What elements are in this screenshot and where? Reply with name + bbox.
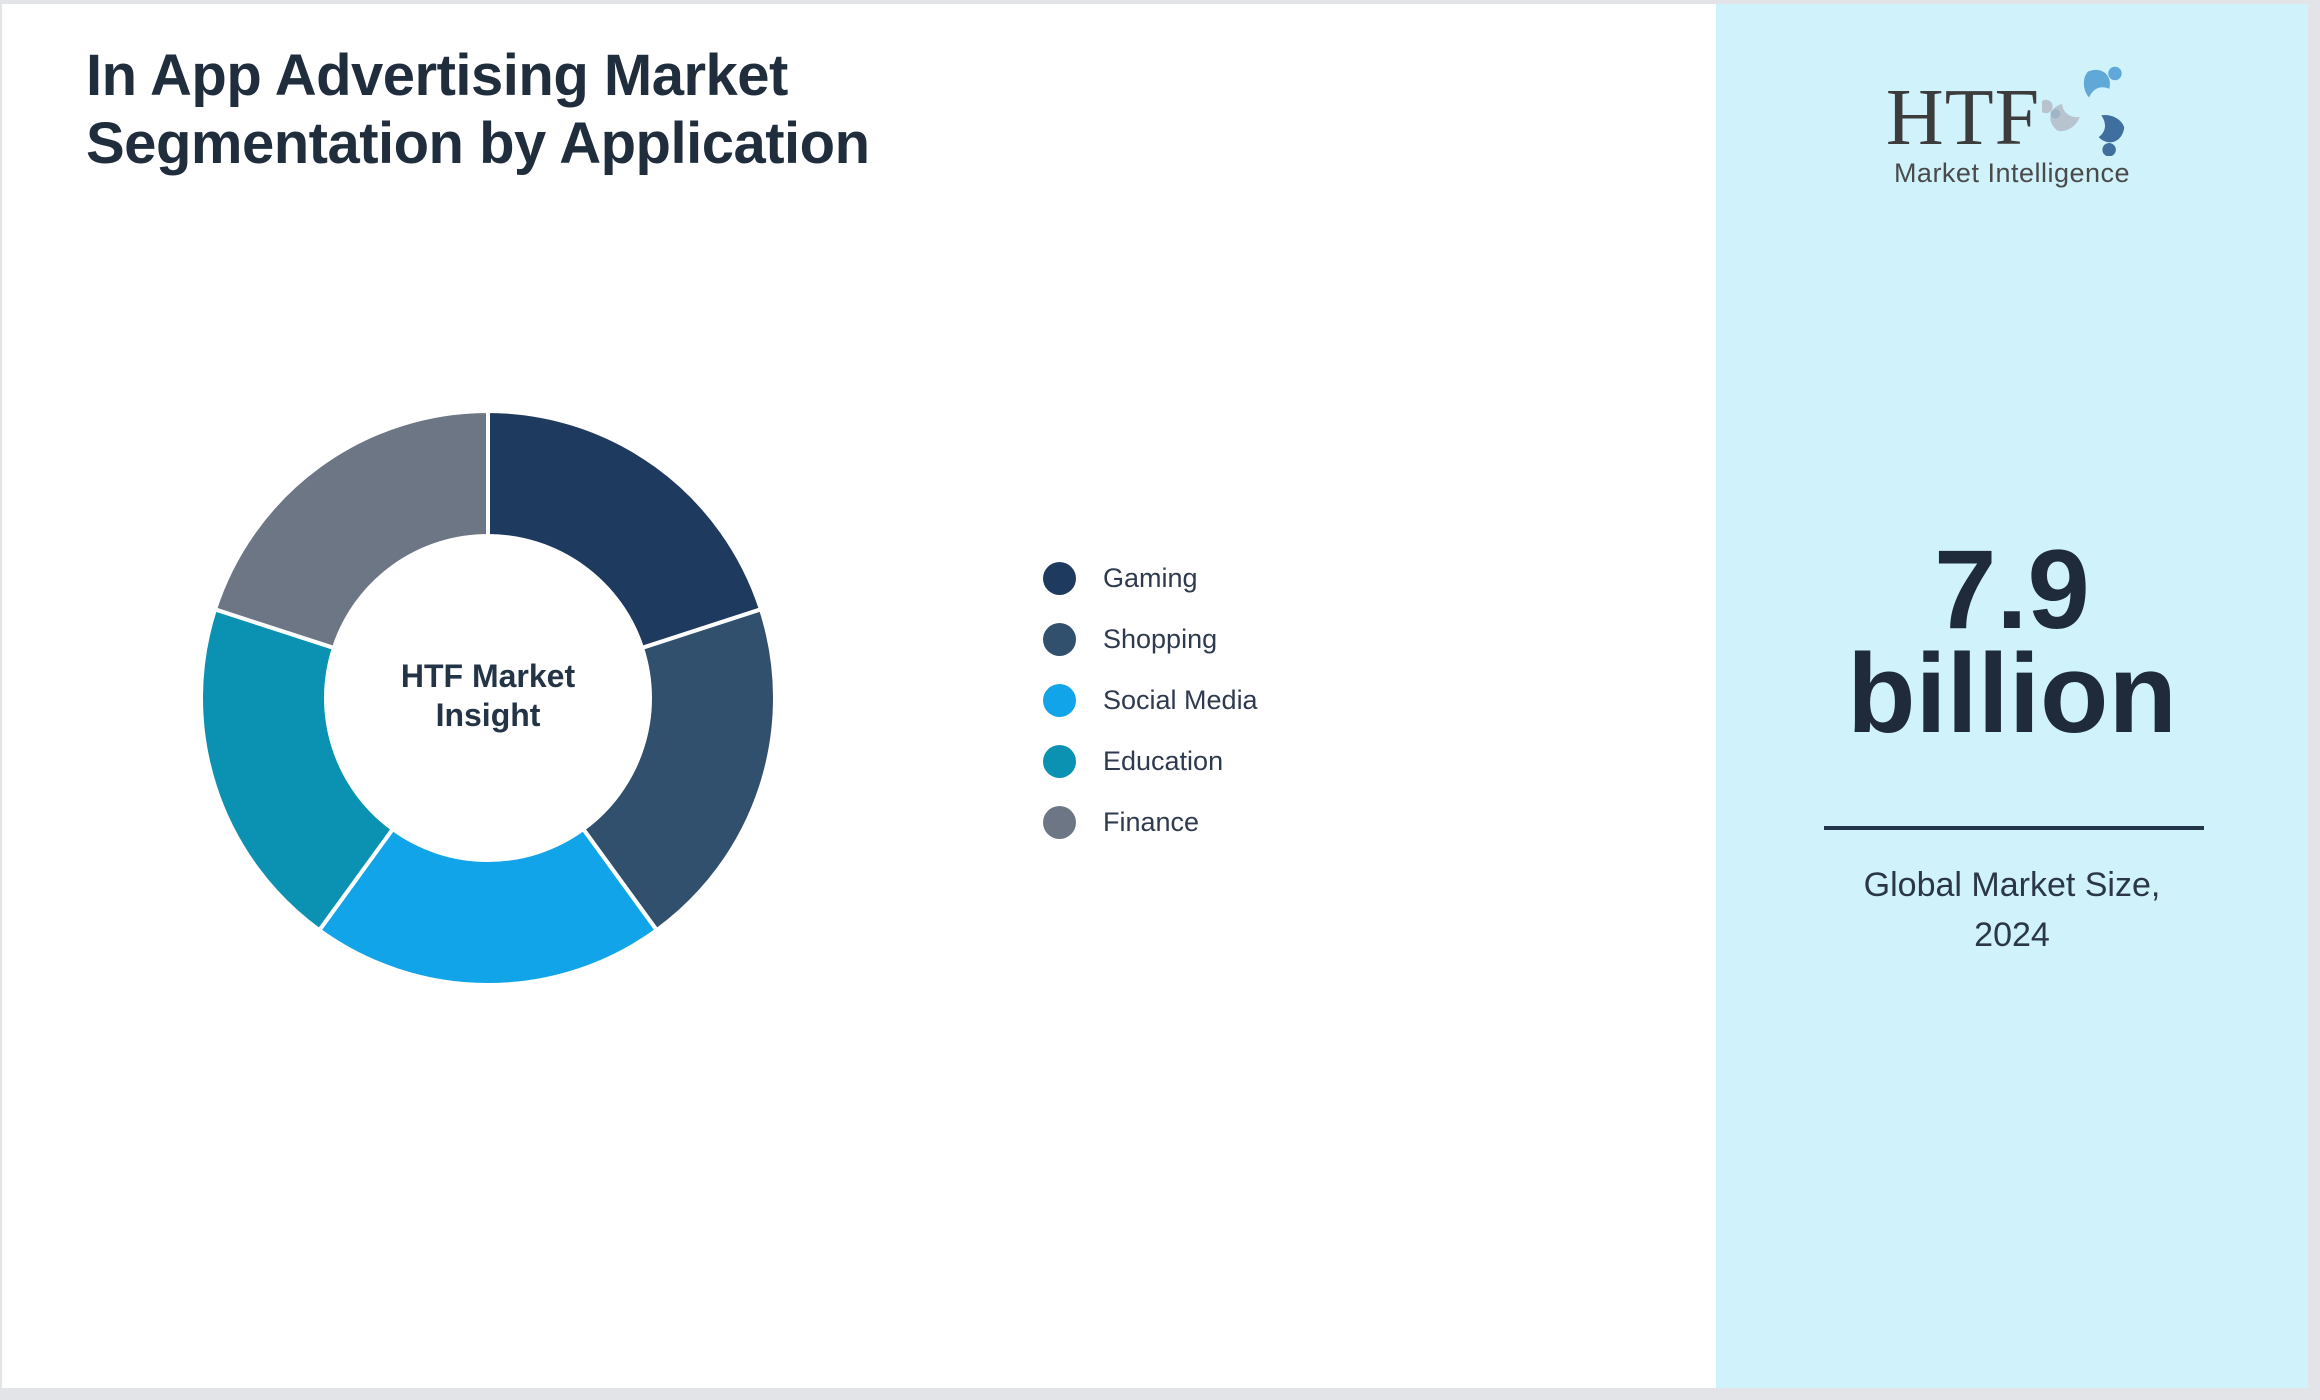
- market-size-value: 7.9 billion: [1716, 534, 2308, 750]
- market-size-caption-line2: 2024: [1974, 916, 2050, 954]
- report-card: In App Advertising Market Segmentation b…: [2, 4, 2308, 1388]
- donut-center-label-line1: HTF Market: [400, 658, 576, 694]
- legend-item-education: Education: [1043, 745, 1258, 778]
- legend-label: Education: [1103, 746, 1224, 776]
- legend-color-dot: [1043, 562, 1076, 595]
- legend-color-dot: [1043, 623, 1076, 656]
- chart-legend: Gaming Shopping Social Media Education Finan…: [1043, 562, 1258, 839]
- legend-item-finance: Finance: [1043, 806, 1258, 839]
- legend-label: Shopping: [1103, 624, 1218, 654]
- legend-color-dot: [1043, 806, 1076, 839]
- htf-logo-row: HTF: [1886, 60, 2138, 158]
- legend-color-dot: [1043, 684, 1076, 717]
- donut-slice-shopping: [580, 606, 777, 933]
- legend-item-shopping: Shopping: [1043, 623, 1258, 656]
- htf-swirl-figures-icon: [2042, 66, 2125, 156]
- htf-logo-subtitle: Market Intelligence: [1893, 158, 2131, 188]
- htf-logo: HTF: [1716, 60, 2308, 189]
- donut-slice-education: [199, 606, 396, 933]
- legend-color-dot: [1043, 745, 1076, 778]
- htf-logo-text: HTF: [1885, 74, 2041, 162]
- donut-center-label: HTF Market Insight: [338, 657, 638, 735]
- donut-chart: [199, 408, 777, 987]
- donut-slice-social-media: [316, 826, 660, 987]
- page-title-line2: Segmentation by Application: [86, 111, 870, 176]
- market-size-value-unit: billion: [1847, 631, 2177, 756]
- legend-label: Social Media: [1103, 685, 1258, 715]
- legend-item-social-media: Social Media: [1043, 684, 1258, 717]
- legend-item-gaming: Gaming: [1043, 562, 1258, 595]
- donut-slice-finance: [212, 408, 490, 651]
- divider-line: [1824, 826, 2204, 830]
- market-size-caption-line1: Global Market Size,: [1863, 866, 2161, 904]
- page-title-line1: In App Advertising Market: [86, 43, 788, 108]
- donut-slice-gaming: [486, 408, 764, 651]
- market-size-value-number: 7.9: [1934, 527, 2090, 652]
- sidebar: HTF: [1716, 4, 2308, 1388]
- donut-center-label-line2: Insight: [435, 697, 541, 733]
- legend-label: Finance: [1103, 807, 1200, 837]
- page-title: In App Advertising Market Segmentation b…: [86, 42, 870, 178]
- legend-label: Gaming: [1103, 563, 1198, 593]
- market-size-caption: Global Market Size, 2024: [1716, 860, 2308, 960]
